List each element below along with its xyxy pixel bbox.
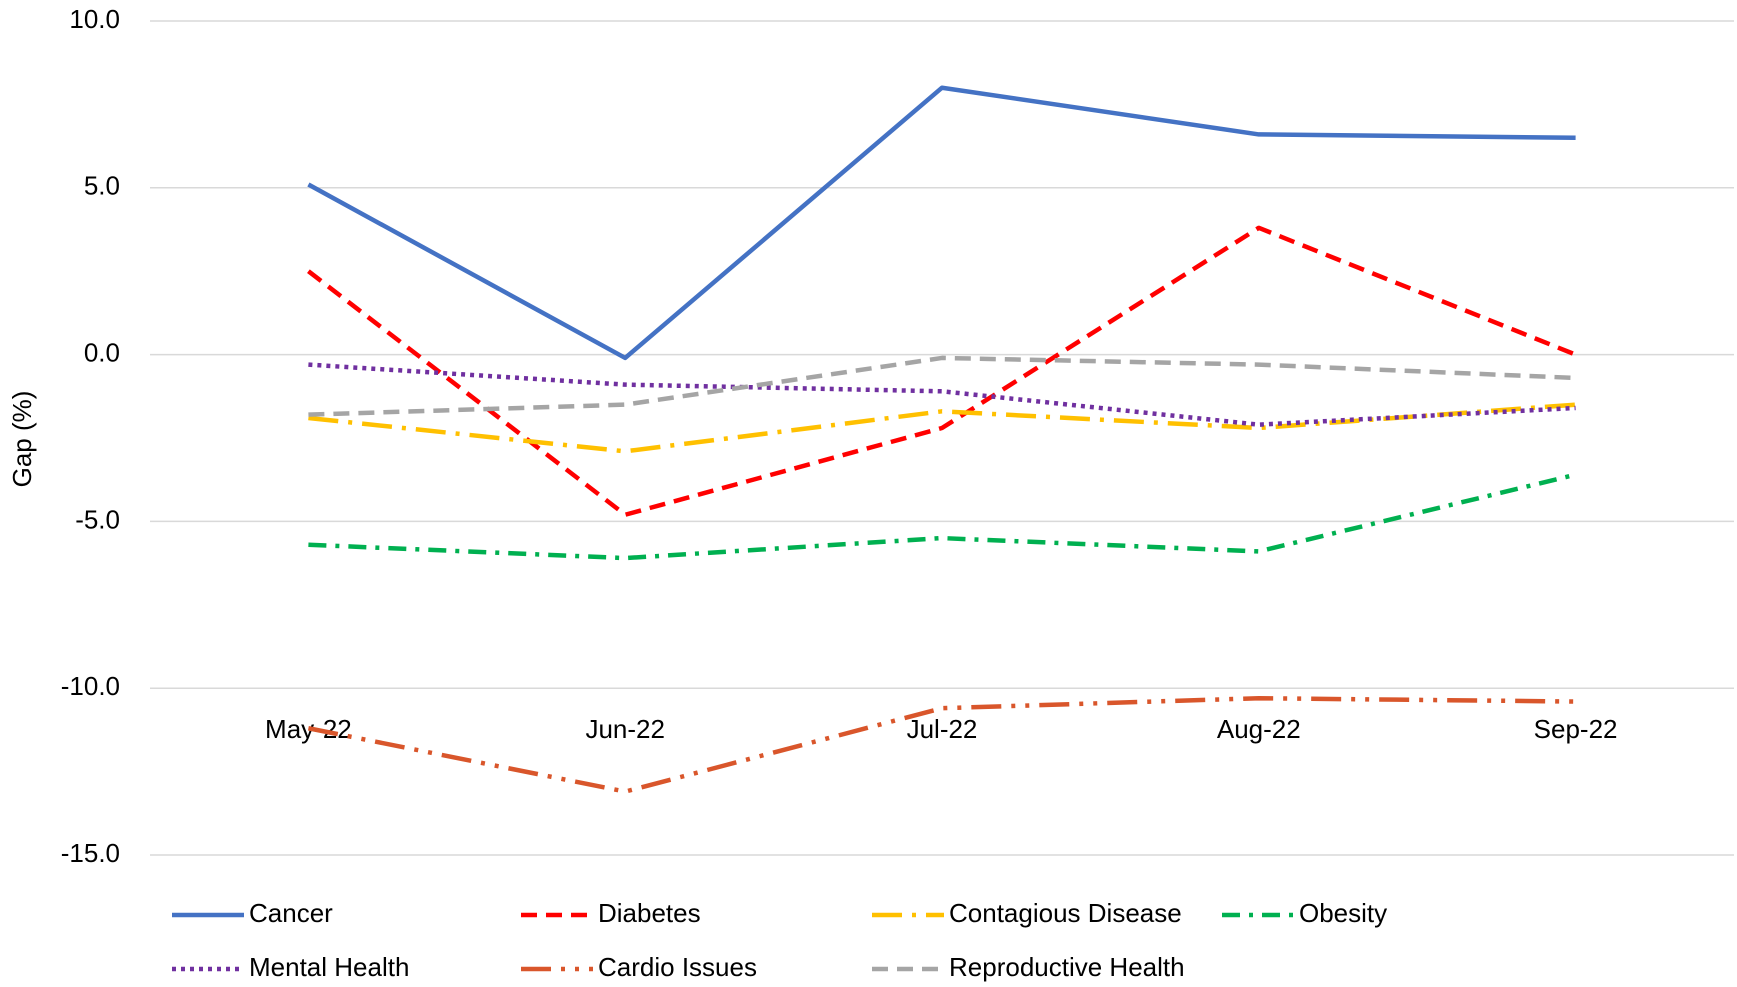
x-tick-label: Jun-22 xyxy=(585,714,665,744)
y-axis-label: Gap (%) xyxy=(7,391,37,488)
legend-label: Contagious Disease xyxy=(949,898,1182,928)
x-tick-label: Sep-22 xyxy=(1534,714,1618,744)
y-tick-label: -15.0 xyxy=(61,838,120,868)
legend-label: Obesity xyxy=(1299,898,1387,928)
legend-label: Mental Health xyxy=(249,952,409,982)
y-tick-label: -10.0 xyxy=(61,671,120,701)
series-line xyxy=(308,402,1576,454)
series-line xyxy=(308,355,1576,417)
y-tick-label: 10.0 xyxy=(69,4,120,34)
y-tick-label: 5.0 xyxy=(84,171,120,201)
legend-label: Reproductive Health xyxy=(949,952,1185,982)
y-tick-label: -5.0 xyxy=(75,504,120,534)
y-tick-label: 0.0 xyxy=(84,337,120,367)
legend-label: Cardio Issues xyxy=(598,952,757,982)
series-line xyxy=(307,695,1576,794)
x-tick-label: Aug-22 xyxy=(1217,714,1301,744)
series-line xyxy=(307,225,1577,517)
legend-label: Cancer xyxy=(249,898,333,928)
series-line xyxy=(307,85,1576,361)
series-line xyxy=(308,472,1577,561)
x-tick-label: Jul-22 xyxy=(907,714,978,744)
legend-label: Diabetes xyxy=(598,898,701,928)
